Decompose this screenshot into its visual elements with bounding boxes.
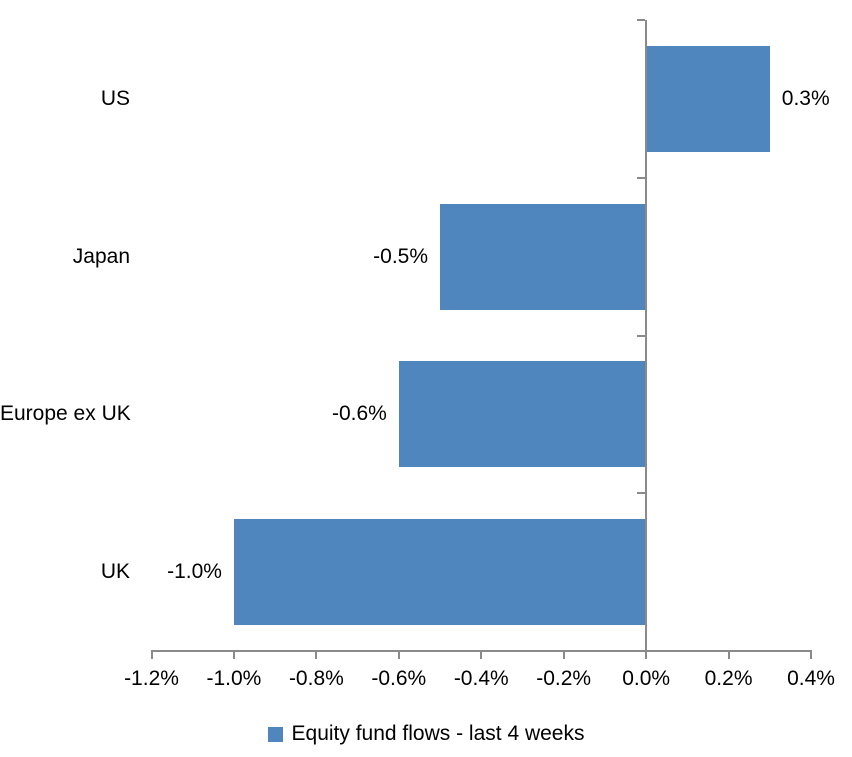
x-tick-label: -1.0% xyxy=(206,667,262,690)
data-label-europe-ex-uk: -0.6% xyxy=(331,402,387,426)
y-axis-tick xyxy=(637,19,646,21)
x-tick-label: -0.8% xyxy=(288,667,344,690)
category-label-uk: UK xyxy=(100,560,130,584)
x-tick-label: -0.4% xyxy=(453,667,509,690)
x-tick-label: 0.0% xyxy=(622,667,671,690)
category-label-us: US xyxy=(100,86,130,110)
category-label-japan: Japan xyxy=(72,244,130,268)
x-axis-tick xyxy=(645,651,648,659)
y-axis-tick xyxy=(637,176,646,179)
x-tick-label: 0.2% xyxy=(704,667,753,690)
data-label-us: 0.3% xyxy=(781,86,830,110)
x-tick-label: -0.2% xyxy=(536,667,592,690)
category-label-europe-ex-uk: Europe ex UK xyxy=(0,402,131,426)
bar-japan xyxy=(440,203,647,310)
x-axis-tick xyxy=(397,651,400,659)
bar-us xyxy=(646,45,770,152)
zero-axis-line xyxy=(645,20,647,652)
x-tick-label: -1.2% xyxy=(124,667,179,690)
x-axis-tick xyxy=(150,651,153,659)
x-axis-tick xyxy=(810,651,812,659)
bar-uk xyxy=(233,519,647,626)
x-axis-tick xyxy=(562,651,565,659)
x-axis-line xyxy=(151,650,812,652)
legend-swatch xyxy=(267,726,283,742)
y-axis-tick xyxy=(637,492,646,495)
x-axis-tick xyxy=(315,651,318,659)
legend: Equity fund flows - last 4 weeks xyxy=(0,720,852,748)
x-tick-label: 0.4% xyxy=(787,667,835,690)
x-axis-tick xyxy=(480,651,483,659)
data-label-japan: -0.5% xyxy=(373,244,429,268)
x-axis-tick xyxy=(727,651,730,659)
x-axis-tick xyxy=(232,651,235,659)
y-axis-tick xyxy=(637,334,646,337)
legend-label: Equity fund flows - last 4 weeks xyxy=(291,722,585,745)
data-label-uk: -1.0% xyxy=(167,560,222,584)
bar-europe-ex-uk xyxy=(398,361,647,468)
x-tick-label: -0.6% xyxy=(371,667,427,690)
